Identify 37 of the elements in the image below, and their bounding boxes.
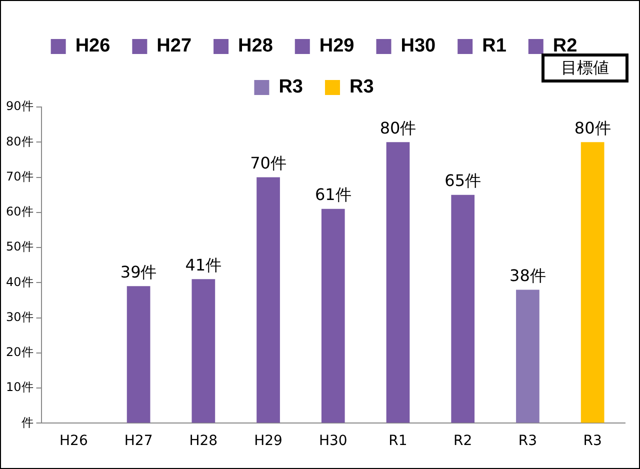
y-tick-label: 30件 xyxy=(6,310,34,324)
legend-label: R3 xyxy=(350,76,374,98)
x-tick-label: R3 xyxy=(583,433,602,450)
data-label: 39件 xyxy=(120,262,157,282)
y-tick-label: 件 xyxy=(21,415,34,430)
x-tick-label: H29 xyxy=(254,433,282,450)
legend-label: R1 xyxy=(482,36,507,57)
legend-label: H26 xyxy=(75,36,110,57)
y-tick-label: 50件 xyxy=(6,240,34,254)
data-label: 38件 xyxy=(510,266,546,285)
legend-label: H29 xyxy=(319,36,354,57)
y-tick-label: 60件 xyxy=(6,204,34,219)
x-tick-label: H26 xyxy=(60,433,88,450)
x-tick-label: R1 xyxy=(388,433,408,450)
x-tick-label: H30 xyxy=(318,433,348,450)
data-label: 80件 xyxy=(574,118,611,138)
legend-label: H27 xyxy=(156,36,192,57)
x-tick-label: R2 xyxy=(454,433,472,450)
data-label: 61件 xyxy=(314,185,352,204)
legend-label: H30 xyxy=(400,36,436,57)
x-tick-label: H27 xyxy=(124,433,153,450)
x-tick-label: R3 xyxy=(518,433,538,450)
x-tick-label: H28 xyxy=(189,433,218,450)
legend-label: H28 xyxy=(238,36,273,57)
data-label: 80件 xyxy=(380,118,416,138)
y-tick-label: 90件 xyxy=(6,99,34,114)
legend-label: R3 xyxy=(278,76,304,98)
y-tick-label: 20件 xyxy=(6,345,34,360)
legend-label: R2 xyxy=(552,36,578,57)
data-label: 65件 xyxy=(444,170,482,190)
data-label: 70件 xyxy=(250,153,286,172)
text: 目標値 xyxy=(561,58,609,78)
y-tick-label: 40件 xyxy=(6,274,34,289)
y-tick-label: 80件 xyxy=(6,134,34,148)
data-label: 41件 xyxy=(185,255,222,274)
y-tick-label: 70件 xyxy=(6,169,34,184)
y-tick-label: 10件 xyxy=(6,380,34,394)
